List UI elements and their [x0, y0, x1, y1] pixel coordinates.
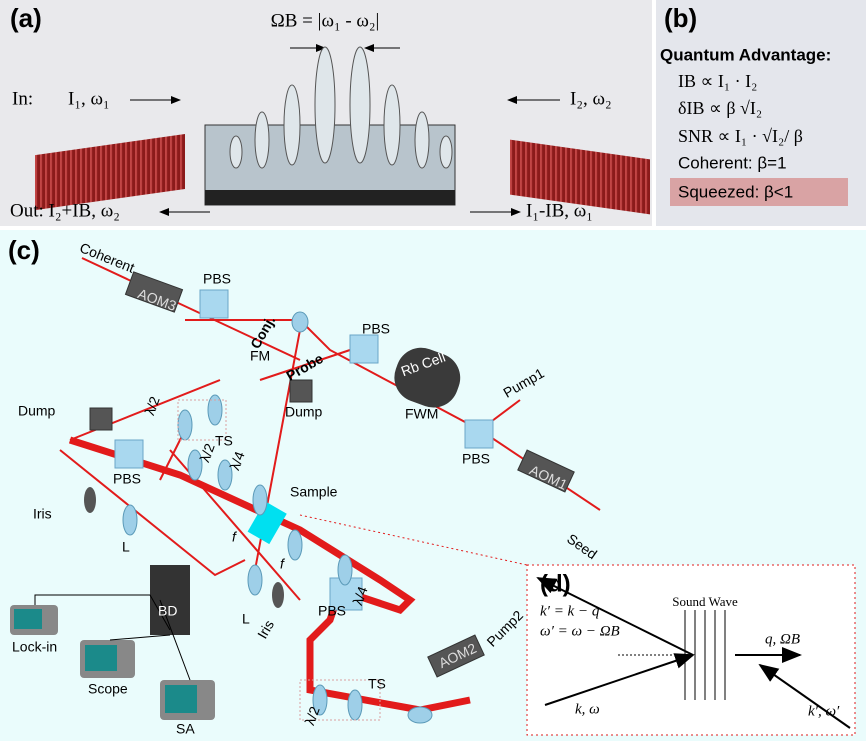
phonon-label: q, ΩB — [765, 631, 800, 647]
panel-label: (d) — [540, 570, 571, 597]
shape — [384, 85, 400, 165]
shape — [348, 690, 362, 720]
input-label: k, ω — [575, 701, 600, 717]
input-label: I₂, ω₂ — [570, 88, 612, 109]
body: (a) ΩB = |ω₁ - ω₂| In: I₁, ω₁ I₂, ω₂ Out… — [0, 0, 866, 741]
shape — [350, 47, 370, 163]
optics-label: Sample — [290, 484, 338, 500]
shape — [255, 112, 269, 168]
optics-label: L — [122, 539, 130, 555]
input-label: k′, ω′ — [808, 703, 840, 719]
figure: (a) ΩB = |ω₁ - ω₂| In: I₁, ω₁ I₂, ω₂ Out… — [0, 0, 866, 741]
wavevector-label: k′ = k − q — [540, 603, 600, 619]
optics-label: Dump — [18, 403, 56, 419]
relation: δIB ∝ β √I₂ — [678, 98, 762, 118]
optics-label: PBS — [362, 321, 390, 337]
instrument-label: Lock-in — [12, 639, 57, 655]
optics-label: PBS — [318, 603, 346, 619]
shape — [178, 410, 192, 440]
optics-label: PBS — [113, 471, 141, 487]
optics-label: Dump — [285, 404, 323, 420]
shape — [84, 487, 96, 513]
shape — [288, 530, 302, 560]
relation: Squeezed: β<1 — [678, 182, 793, 201]
shape — [272, 582, 284, 608]
crystal-base — [205, 190, 455, 205]
optics-label: PBS — [203, 271, 231, 287]
frequency-label: ω′ = ω − ΩB — [540, 623, 620, 639]
page: Setup figure {"panel_a": {"label": "(a)"… — [0, 0, 866, 741]
shape — [85, 645, 117, 671]
beat-formula: ΩB = |ω₁ - ω₂| — [271, 10, 380, 31]
output-label: Out: I₂+IB, ω₂ — [10, 200, 120, 221]
optics-label: Iris — [33, 506, 52, 522]
shape — [150, 565, 190, 635]
shape — [338, 555, 352, 585]
shape — [415, 112, 429, 168]
shape — [200, 290, 228, 318]
optics-label: FWM — [405, 406, 438, 422]
optics-label: BD — [158, 603, 177, 619]
shape — [315, 47, 335, 163]
relation: Coherent: β=1 — [678, 153, 787, 172]
instrument-label: SA — [176, 721, 195, 737]
shape — [248, 565, 262, 595]
shape — [90, 408, 112, 430]
output-label: I₁-IB, ω₁ — [526, 200, 593, 221]
shape — [230, 136, 242, 168]
shape — [284, 85, 300, 165]
relation: SNR ∝ I₁ · √I₂/ β — [678, 126, 803, 146]
shape — [350, 335, 378, 363]
instrument-label: Scope — [88, 681, 128, 697]
optics-label: TS — [368, 676, 386, 692]
shape — [14, 609, 42, 629]
shape — [465, 420, 493, 448]
shape — [253, 485, 267, 515]
optics-label: TS — [215, 433, 233, 449]
panel-label: (b) — [664, 3, 697, 33]
shape — [165, 685, 197, 713]
optics-label: L — [242, 611, 250, 627]
wave-label: Sound Wave — [672, 594, 738, 609]
shape — [115, 440, 143, 468]
shape — [290, 380, 312, 402]
panel-label: (c) — [8, 235, 40, 265]
shape — [440, 136, 452, 168]
shape — [123, 505, 137, 535]
panel-title: Quantum Advantage: — [660, 45, 831, 64]
panel-label: (a) — [10, 3, 42, 33]
shape — [408, 707, 432, 723]
input-label: I₁, ω₁ — [68, 88, 110, 109]
shape — [292, 312, 308, 332]
optics-label: PBS — [462, 451, 490, 467]
in-label: In: — [12, 88, 33, 109]
relation: IB ∝ I₁ · I₂ — [678, 71, 757, 91]
